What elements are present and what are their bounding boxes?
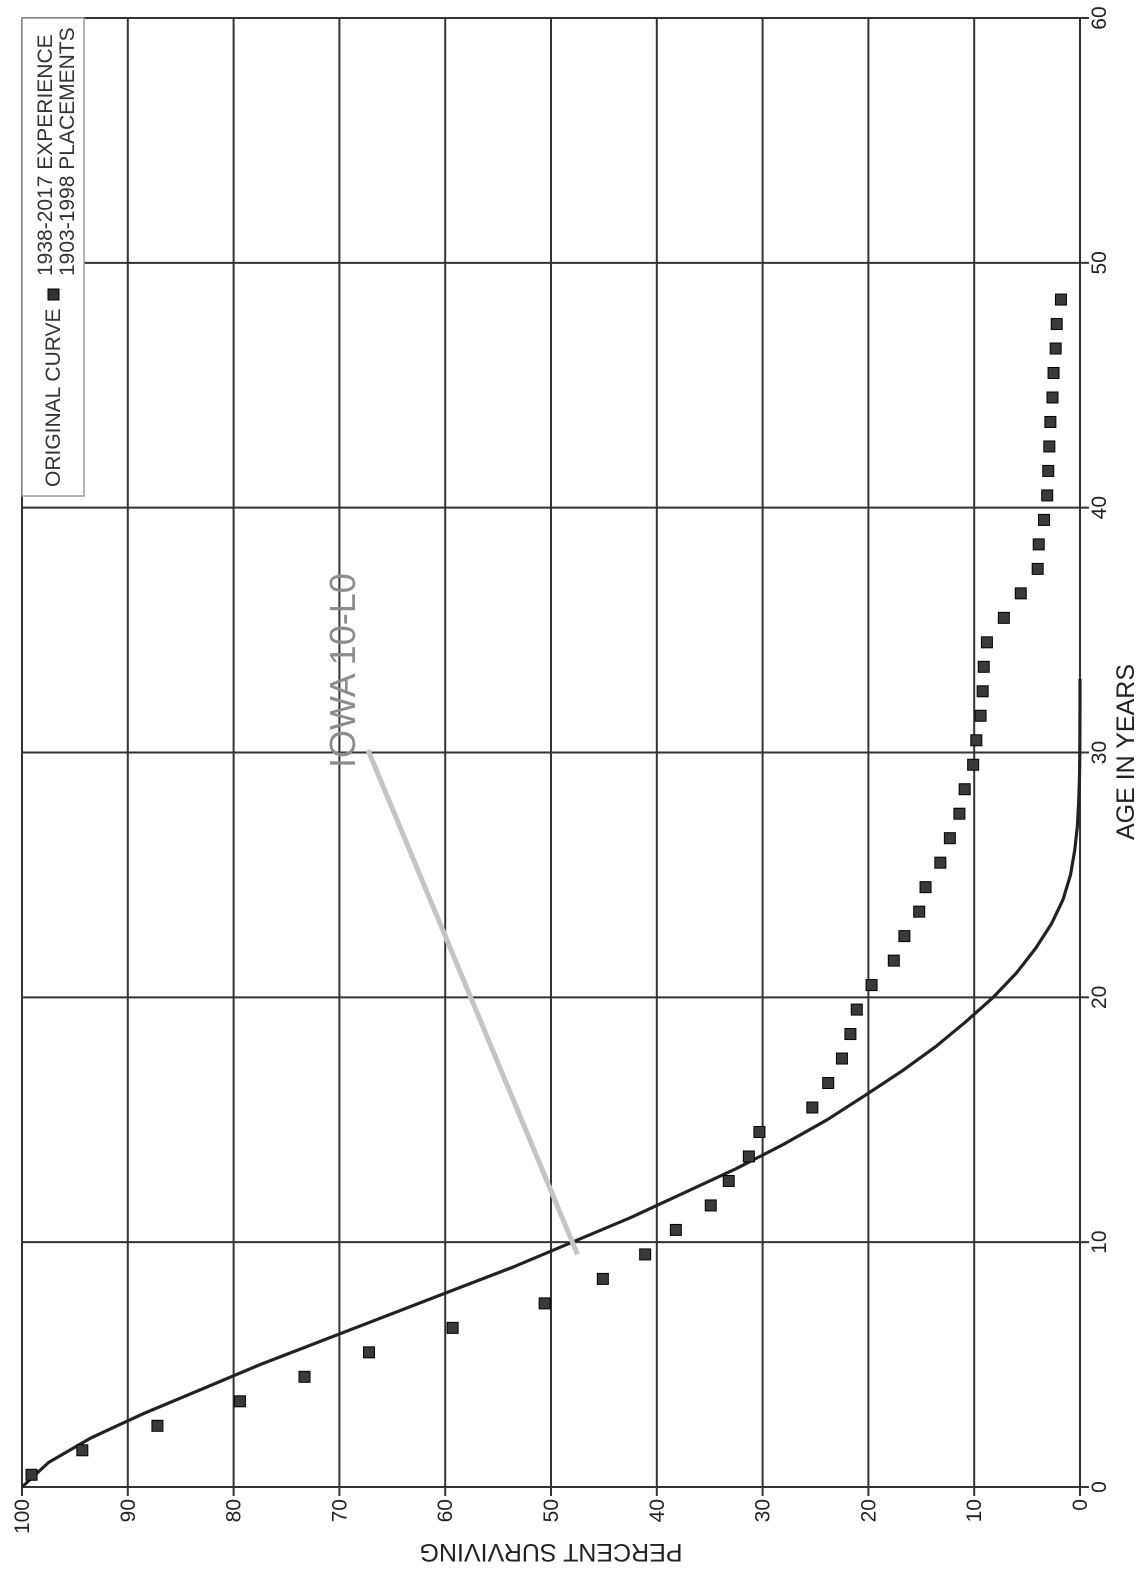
experience-point [1014,587,1027,600]
legend-entry-original-curve: ORIGINAL CURVE [42,308,65,487]
experience-point [1032,538,1045,551]
experience-point [844,1028,857,1041]
experience-point [980,636,993,649]
experience-point [538,1297,551,1310]
y-tick-label-40: 40 [646,1499,669,1522]
experience-point [446,1321,459,1334]
legend-entry-placements: 1903-1998 PLACEMENTS [56,27,79,276]
experience-point [1054,293,1067,306]
experience-point [806,1101,819,1114]
experience-point [865,979,878,992]
y-tick-label-90: 90 [117,1499,140,1522]
experience-point [953,807,966,820]
x-tick-label-40: 40 [1088,496,1111,519]
y-axis-label: PERCENT SURVIVING [419,1538,682,1566]
original-curve-series [20,679,1082,1489]
experience-point [919,881,932,894]
experience-point [974,709,987,722]
experience-point [850,1003,863,1016]
x-tick-label-0: 0 [1088,1481,1111,1493]
experience-point [363,1346,376,1359]
experience-point [976,685,989,698]
y-tick-label-70: 70 [328,1499,351,1522]
experience-point [1043,440,1056,453]
experience-point [596,1272,609,1285]
iowa-annotation: IOWA 10-L0 [322,573,580,1256]
experience-point [835,1052,848,1065]
annotation-leader-line [365,749,580,1256]
experience-point [76,1444,89,1457]
x-tick-label-10: 10 [1088,1230,1111,1253]
experience-point [669,1223,682,1236]
y-tick-label-80: 80 [223,1499,246,1522]
legend-marker-swatch [47,288,60,301]
experience-point [887,954,900,967]
experience-point [1046,391,1059,404]
x-axis-label: AGE IN YEARS [1112,664,1140,840]
experience-point [1031,562,1044,575]
experience-point [958,783,971,796]
legend-box [21,17,85,497]
y-tick-label-50: 50 [540,1499,563,1522]
experience-point [822,1077,835,1090]
experience-point [742,1150,755,1163]
experience-point [233,1395,246,1408]
annotation-label: IOWA 10-L0 [322,573,363,768]
y-tick-label-10: 10 [963,1499,986,1522]
experience-point [1041,489,1054,502]
experience-point [298,1370,311,1383]
grid-lines [21,17,1089,1496]
x-tick-label-60: 60 [1088,6,1111,29]
experience-series [25,293,1067,1481]
original-curve-line [20,679,1082,1489]
y-tick-label-60: 60 [434,1499,457,1522]
experience-point [898,930,911,943]
experience-point [704,1199,717,1212]
experience-point [1044,415,1057,428]
experience-point [1050,318,1063,331]
experience-point [722,1174,735,1187]
x-tick-label-20: 20 [1088,986,1111,1009]
experience-point [753,1125,766,1138]
experience-point [913,905,926,918]
experience-point [977,660,990,673]
experience-point [967,758,980,771]
experience-point [1042,464,1055,477]
experience-point [1047,367,1060,380]
experience-point [639,1248,652,1261]
experience-point [25,1468,38,1481]
x-tick-label-50: 50 [1088,251,1111,274]
experience-point [151,1419,164,1432]
experience-point [1049,342,1062,355]
y-tick-label-100: 100 [11,1499,34,1534]
legend-entry-experience: 1938-2017 EXPERIENCE [34,34,57,276]
experience-point [997,611,1010,624]
experience-point [1038,513,1051,526]
experience-point [934,856,947,869]
legend: ORIGINAL CURVE 1938-2017 EXPERIENCE 1903… [21,17,85,497]
experience-point [970,734,983,747]
experience-point [943,832,956,845]
y-tick-label-30: 30 [752,1499,775,1522]
x-tick-label-30: 30 [1088,741,1111,764]
y-tick-label-0: 0 [1069,1499,1092,1511]
tick-labels: 0 10 20 30 40 50 60 0 10 20 30 40 50 60 70 80 90 100 [11,6,1111,1534]
y-tick-label-20: 20 [857,1499,880,1522]
